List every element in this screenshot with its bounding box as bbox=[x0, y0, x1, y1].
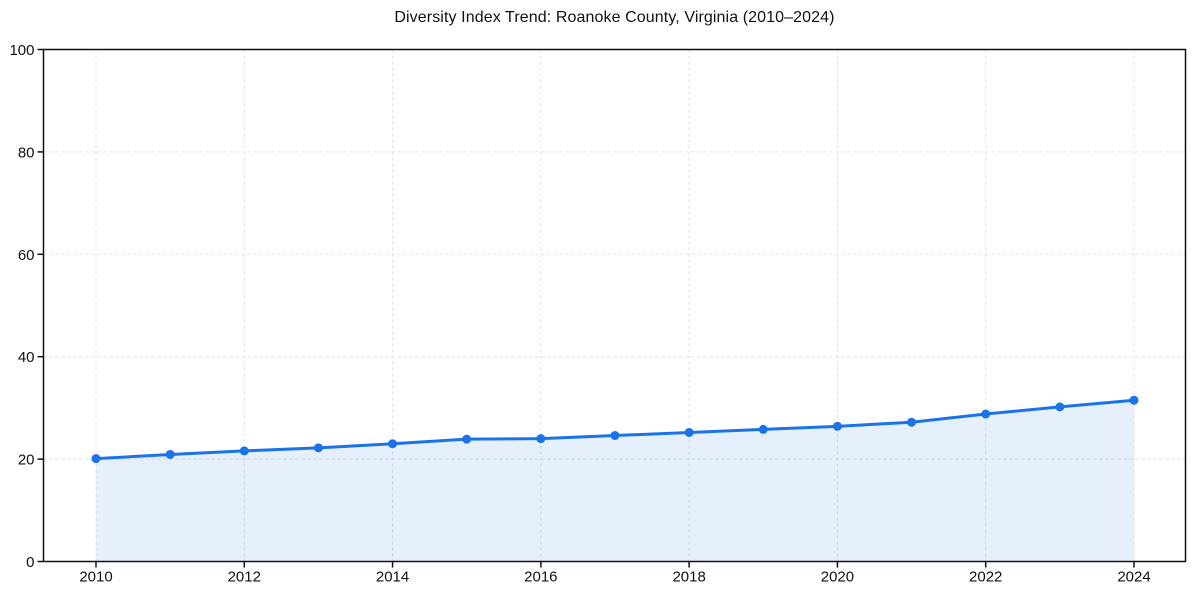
data-point bbox=[91, 454, 101, 464]
x-tick-label: 2018 bbox=[672, 569, 705, 586]
plot-border bbox=[42, 48, 1187, 563]
data-point bbox=[165, 449, 175, 459]
x-tick-label: 2020 bbox=[821, 569, 854, 586]
data-point bbox=[907, 417, 917, 427]
x-tick-label: 2010 bbox=[79, 569, 112, 586]
x-tick-label: 2022 bbox=[969, 569, 1002, 586]
y-tick-label: 80 bbox=[18, 144, 35, 161]
x-tick-label: 2014 bbox=[376, 569, 409, 586]
y-tick-label: 40 bbox=[18, 349, 35, 366]
data-point bbox=[1055, 402, 1065, 412]
x-tick-label: 2012 bbox=[228, 569, 261, 586]
data-point bbox=[1129, 395, 1139, 405]
chart-title: Diversity Index Trend: Roanoke County, V… bbox=[394, 9, 835, 26]
y-tick-label: 0 bbox=[26, 554, 34, 571]
area-fill bbox=[96, 400, 1134, 562]
data-point bbox=[462, 434, 472, 444]
data-point bbox=[758, 424, 768, 434]
data-point bbox=[832, 421, 842, 431]
data-point bbox=[313, 443, 323, 453]
y-tick-label: 60 bbox=[18, 247, 35, 264]
data-point bbox=[684, 427, 694, 437]
x-tick-label: 2016 bbox=[524, 569, 557, 586]
y-tick-label: 20 bbox=[18, 452, 35, 469]
x-tick-label: 2024 bbox=[1117, 569, 1150, 586]
y-tick-label: 100 bbox=[9, 42, 34, 59]
data-point bbox=[388, 439, 398, 449]
data-point bbox=[239, 446, 249, 456]
data-point bbox=[610, 431, 620, 441]
data-point bbox=[981, 409, 991, 419]
data-point bbox=[536, 434, 546, 444]
